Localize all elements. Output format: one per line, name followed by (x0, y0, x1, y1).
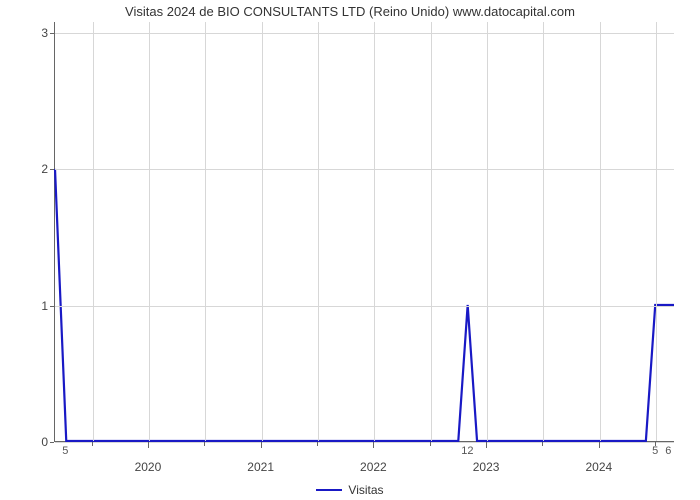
x-tick-minor-mark (92, 442, 93, 446)
legend-label: Visitas (348, 483, 383, 497)
grid-horizontal (55, 169, 674, 170)
grid-vertical (656, 22, 657, 441)
x-tick-major-label: 2022 (360, 460, 387, 474)
grid-vertical (149, 22, 150, 441)
plot-area (54, 22, 674, 442)
x-tick-major-label: 2024 (585, 460, 612, 474)
grid-vertical (318, 22, 319, 441)
x-tick-minor-mark (148, 442, 149, 446)
x-tick-major-label: 2023 (473, 460, 500, 474)
grid-vertical (205, 22, 206, 441)
x-tick-minor-label: 12 (461, 445, 473, 457)
chart-title: Visitas 2024 de BIO CONSULTANTS LTD (Rei… (0, 4, 700, 19)
grid-vertical (262, 22, 263, 441)
y-tick-label: 0 (8, 435, 48, 449)
x-tick-major-label: 2020 (135, 460, 162, 474)
x-tick-minor-mark (204, 442, 205, 446)
grid-vertical (487, 22, 488, 441)
y-tick-label: 3 (8, 26, 48, 40)
line-series (55, 22, 674, 441)
legend-swatch (316, 489, 342, 491)
legend: Visitas (0, 482, 700, 497)
x-tick-minor-label: 5 (62, 445, 68, 457)
grid-vertical (93, 22, 94, 441)
grid-horizontal (55, 33, 674, 34)
x-tick-minor-mark (655, 442, 656, 446)
y-tick-mark (50, 306, 54, 307)
grid-vertical (600, 22, 601, 441)
y-tick-mark (50, 169, 54, 170)
y-tick-mark (50, 33, 54, 34)
x-tick-minor-label: 6 (665, 445, 671, 457)
x-tick-minor-mark (261, 442, 262, 446)
y-tick-label: 2 (8, 162, 48, 176)
x-tick-minor-mark (542, 442, 543, 446)
x-tick-minor-label: 5 (652, 445, 658, 457)
x-tick-minor-mark (373, 442, 374, 446)
x-tick-minor-mark (430, 442, 431, 446)
grid-horizontal (55, 306, 674, 307)
x-tick-major-label: 2021 (247, 460, 274, 474)
grid-vertical (374, 22, 375, 441)
grid-vertical (543, 22, 544, 441)
x-tick-minor-mark (317, 442, 318, 446)
grid-vertical (431, 22, 432, 441)
x-tick-minor-mark (486, 442, 487, 446)
y-tick-mark (50, 442, 54, 443)
y-tick-label: 1 (8, 299, 48, 313)
x-tick-minor-mark (599, 442, 600, 446)
